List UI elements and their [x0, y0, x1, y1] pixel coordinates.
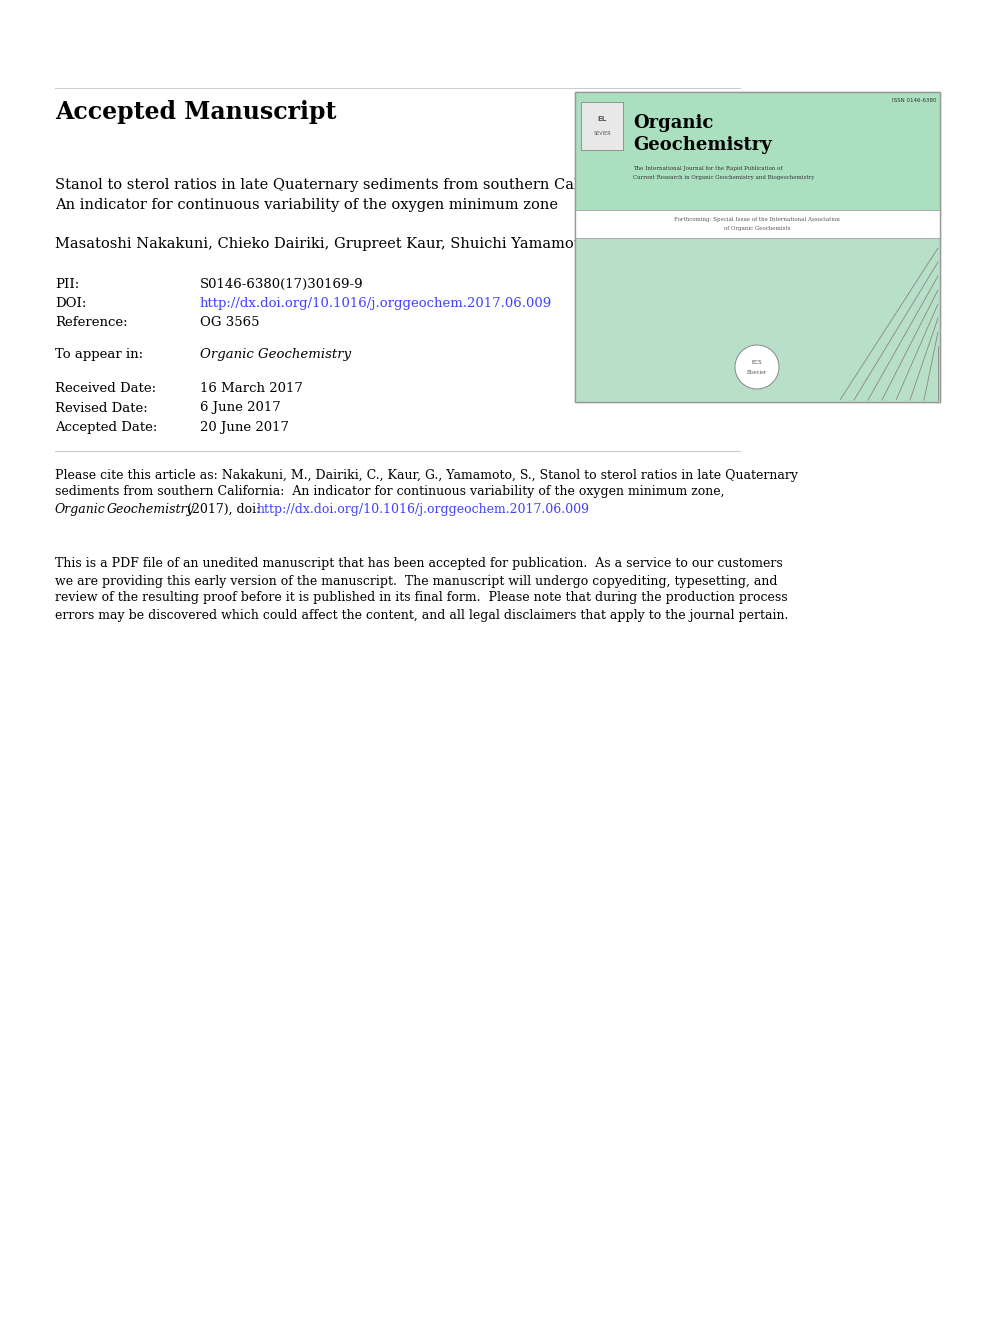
Text: of Organic Geochemists: of Organic Geochemists [724, 226, 791, 232]
Text: Accepted Manuscript: Accepted Manuscript [55, 101, 336, 124]
Text: Elsevier: Elsevier [747, 369, 767, 374]
Text: ISSN 0146-6380: ISSN 0146-6380 [892, 98, 936, 103]
Text: EL: EL [597, 116, 606, 122]
Text: S0146-6380(17)30169-9: S0146-6380(17)30169-9 [200, 278, 364, 291]
Bar [575, 238, 940, 402]
Bar [575, 210, 940, 238]
Text: Organic: Organic [55, 503, 106, 516]
Text: sediments from southern California:  An indicator for continuous variability of : sediments from southern California: An i… [55, 486, 728, 499]
Text: Organic: Organic [633, 114, 713, 132]
Text: (2017), doi:: (2017), doi: [183, 503, 264, 516]
Text: Geochemistry: Geochemistry [633, 136, 772, 153]
Text: 6 June 2017: 6 June 2017 [200, 401, 281, 414]
Text: Forthcoming: Special Issue of the International Association: Forthcoming: Special Issue of the Intern… [674, 217, 840, 222]
Text: Received Date:: Received Date: [55, 382, 156, 396]
Bar [581, 102, 623, 149]
Bar [575, 93, 940, 402]
Text: DOI:: DOI: [55, 296, 86, 310]
Text: http://dx.doi.org/10.1016/j.orggeochem.2017.06.009: http://dx.doi.org/10.1016/j.orggeochem.2… [257, 503, 590, 516]
Text: Organic Geochemistry: Organic Geochemistry [200, 348, 351, 361]
Text: Reference:: Reference: [55, 316, 128, 329]
Text: Accepted Date:: Accepted Date: [55, 421, 158, 434]
Text: review of the resulting proof before it is published in its final form.  Please : review of the resulting proof before it … [55, 591, 788, 605]
Text: Please cite this article as: Nakakuni, M., Dairiki, C., Kaur, G., Yamamoto, S., : Please cite this article as: Nakakuni, M… [55, 468, 798, 482]
Text: we are providing this early version of the manuscript.  The manuscript will unde: we are providing this early version of t… [55, 574, 778, 587]
Text: To appear in:: To appear in: [55, 348, 143, 361]
Text: An indicator for continuous variability of the oxygen minimum zone: An indicator for continuous variability … [55, 198, 558, 212]
Text: PII:: PII: [55, 278, 79, 291]
Text: Revised Date:: Revised Date: [55, 401, 148, 414]
Text: Current Research in Organic Geochemistry and Biogeochemistry: Current Research in Organic Geochemistry… [633, 175, 814, 180]
Text: Masatoshi Nakakuni, Chieko Dairiki, Grupreet Kaur, Shuichi Yamamoto: Masatoshi Nakakuni, Chieko Dairiki, Grup… [55, 237, 588, 251]
Text: 16 March 2017: 16 March 2017 [200, 382, 303, 396]
Text: Stanol to sterol ratios in late Quaternary sediments from southern California:: Stanol to sterol ratios in late Quaterna… [55, 179, 633, 192]
Text: http://dx.doi.org/10.1016/j.orggeochem.2017.06.009: http://dx.doi.org/10.1016/j.orggeochem.2… [200, 296, 553, 310]
Circle shape [735, 345, 779, 389]
Text: ECS: ECS [752, 360, 762, 365]
Text: Geochemistry: Geochemistry [107, 503, 194, 516]
Bar [575, 93, 940, 210]
Text: The International Journal for the Rapid Publication of: The International Journal for the Rapid … [633, 165, 783, 171]
Bar [575, 93, 940, 402]
Text: OG 3565: OG 3565 [200, 316, 260, 329]
Text: errors may be discovered which could affect the content, and all legal disclaime: errors may be discovered which could aff… [55, 609, 789, 622]
Text: This is a PDF file of an unedited manuscript that has been accepted for publicat: This is a PDF file of an unedited manusc… [55, 557, 783, 570]
Text: SEVIER: SEVIER [593, 131, 611, 136]
Text: 20 June 2017: 20 June 2017 [200, 421, 289, 434]
